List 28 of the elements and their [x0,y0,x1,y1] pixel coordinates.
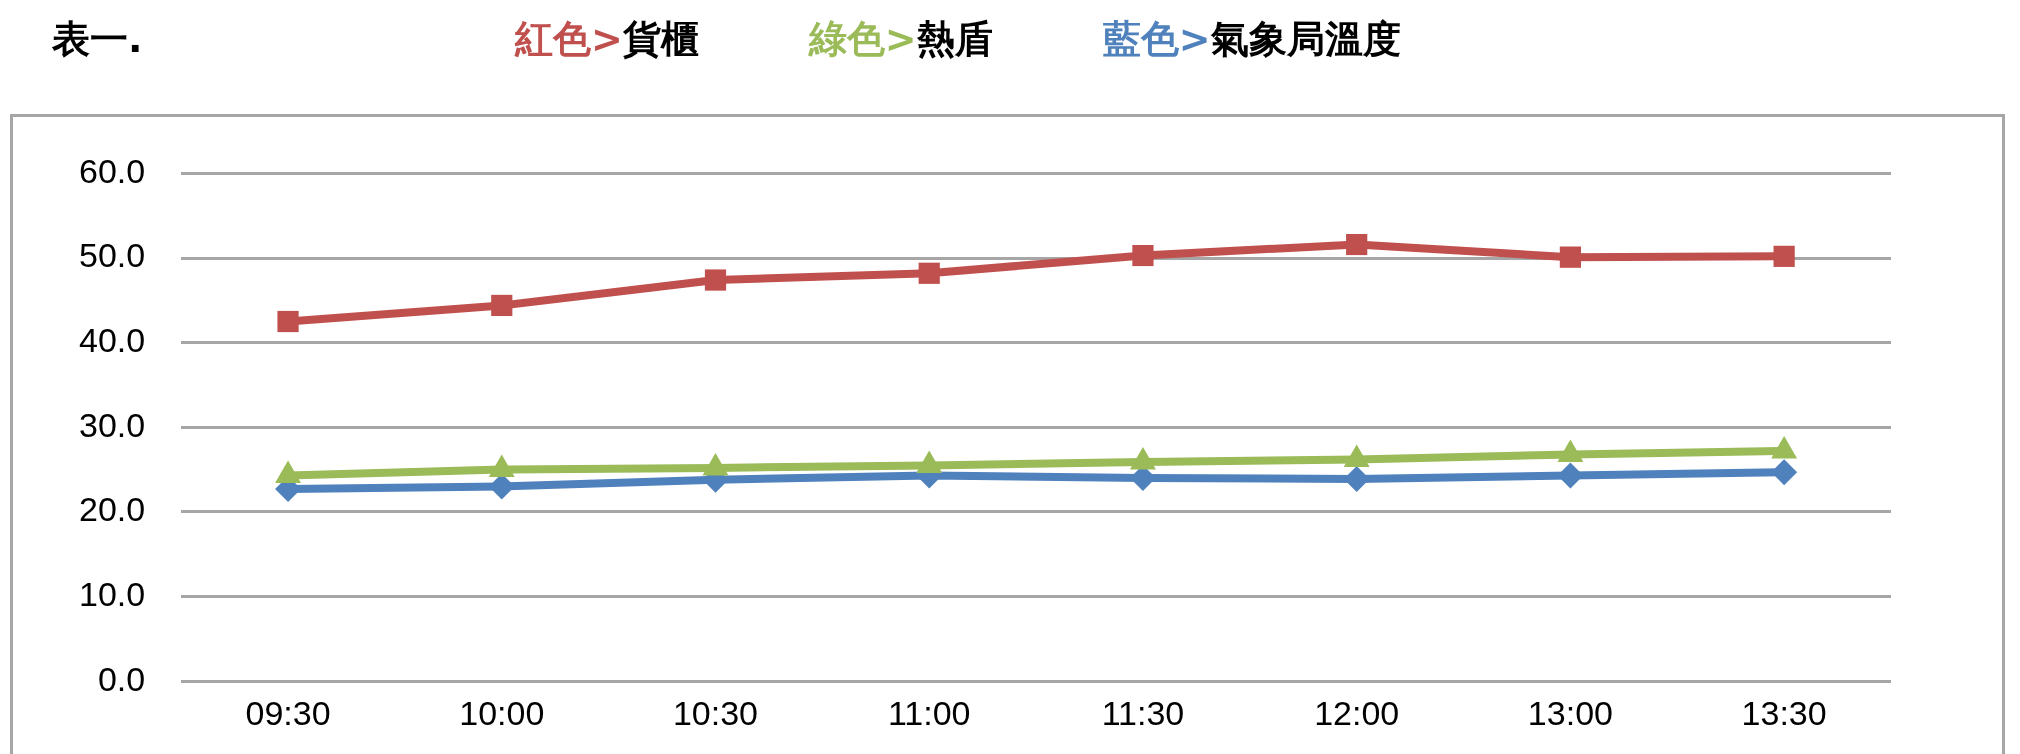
point [1773,245,1795,267]
point [1559,246,1582,268]
text: 綠色>熱盾 [808,17,993,61]
point [1771,459,1798,486]
x-tick-label: 10:00 [459,693,545,732]
point [704,269,727,291]
y-tick-label: 10.0 [78,574,146,613]
x-tick-label: 12:00 [1314,693,1400,732]
point [491,294,513,317]
x-tick-label: 13:00 [1527,693,1613,732]
text: 藍色>氣象局溫度 [1102,17,1401,61]
x-tick-label: 13:30 [1741,693,1827,732]
y-tick-label: 60.0 [78,151,146,190]
x-tick-label: 09:30 [245,693,331,732]
chart-title: 表一. [52,16,143,63]
point [1132,244,1154,267]
x-tick-label: 11:30 [1101,693,1185,732]
point [1346,233,1368,256]
y-tick-label: 40.0 [78,321,146,360]
point [918,262,940,284]
y-tick-label: 0.0 [97,659,146,698]
x-tick-label: 11:00 [887,693,971,732]
y-tick-label: 30.0 [78,405,146,444]
point [277,310,299,333]
text: 紅色>貨櫃 [515,17,699,61]
y-tick-label: 50.0 [78,236,146,275]
y-tick-label: 20.0 [78,490,146,529]
x-tick-label: 10:30 [672,693,759,732]
